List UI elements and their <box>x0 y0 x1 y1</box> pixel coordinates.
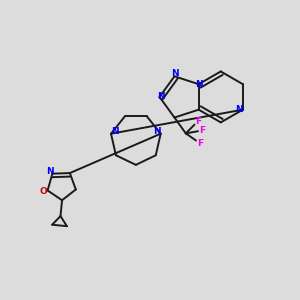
Text: N: N <box>235 105 242 114</box>
Text: N: N <box>111 128 119 136</box>
Text: F: F <box>200 126 206 135</box>
Text: N: N <box>153 128 161 136</box>
Text: N: N <box>46 167 53 176</box>
Text: N: N <box>171 69 178 78</box>
Text: N: N <box>158 92 165 101</box>
Text: O: O <box>40 188 47 196</box>
Text: F: F <box>196 139 203 148</box>
Text: F: F <box>195 117 201 126</box>
Text: N: N <box>196 80 203 89</box>
